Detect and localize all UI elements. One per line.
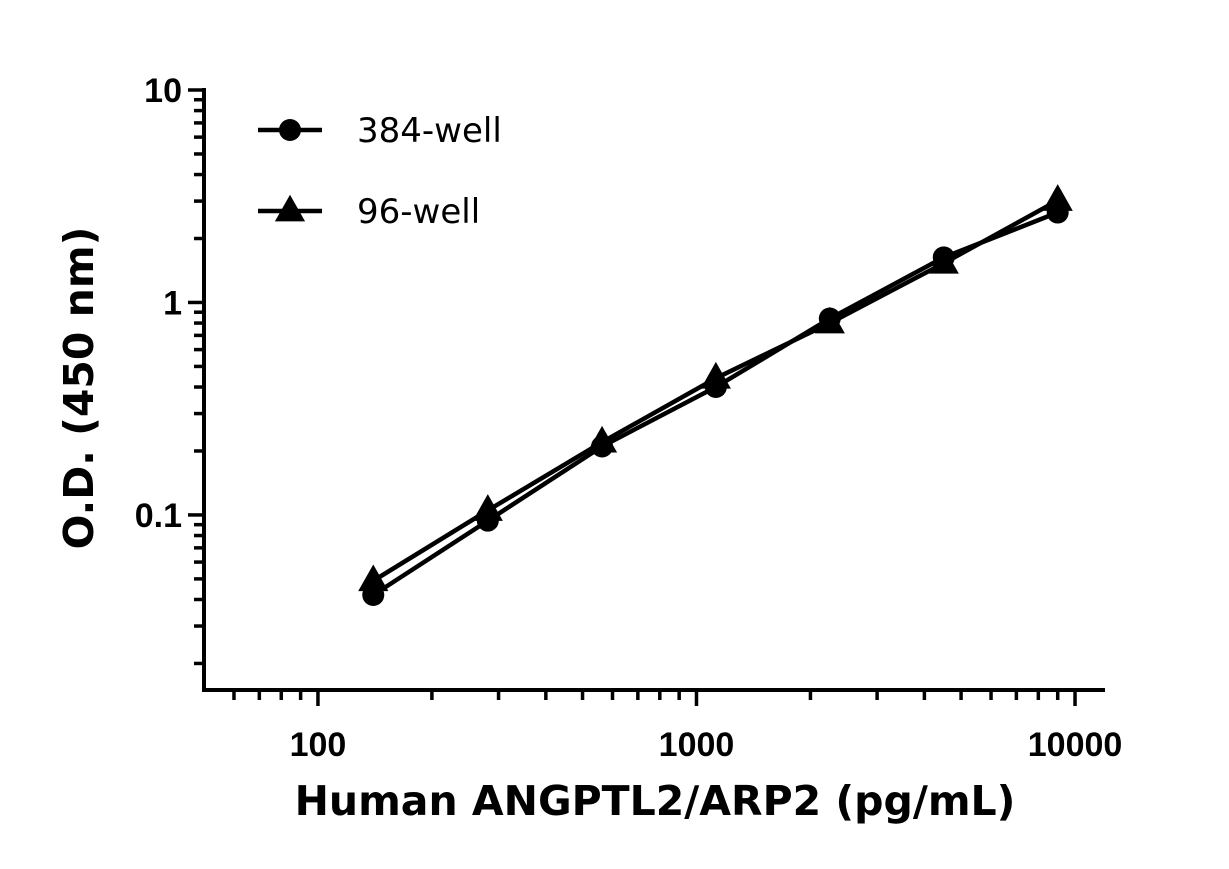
legend-marker <box>279 119 301 141</box>
data-point <box>704 376 727 399</box>
data-point <box>362 583 385 606</box>
legend-item: 384-well <box>258 111 502 151</box>
data-point <box>591 435 614 458</box>
legend: 384-well 96-well <box>258 111 502 232</box>
legend-label: 96-well <box>357 192 480 232</box>
series-384-well <box>362 201 1069 606</box>
legend-item: 96-well <box>258 192 480 232</box>
data-point <box>932 246 955 269</box>
y-tick-label: 0.1 <box>135 497 182 535</box>
data-point <box>818 307 841 330</box>
y-tick-label: 10 <box>144 72 182 110</box>
data-point <box>358 564 389 592</box>
data-point <box>476 509 499 532</box>
x-tick-label: 100 <box>290 726 347 764</box>
x-tick-label: 1000 <box>659 726 735 764</box>
legend-label: 384-well <box>357 111 502 151</box>
data-point <box>1042 184 1073 211</box>
y-axis-title: O.D. (450 nm) <box>55 227 103 550</box>
legend-marker <box>274 194 306 222</box>
plot-area <box>358 184 1073 606</box>
y-tick-label: 1 <box>163 284 182 322</box>
x-tick-label: 10000 <box>1028 726 1123 764</box>
data-point <box>1046 201 1069 224</box>
axes: 0.1 1 10 100 1000 10000 <box>135 72 1123 764</box>
x-axis-title: Human ANGPTL2/ARP2 (pg/mL) <box>295 777 1016 825</box>
